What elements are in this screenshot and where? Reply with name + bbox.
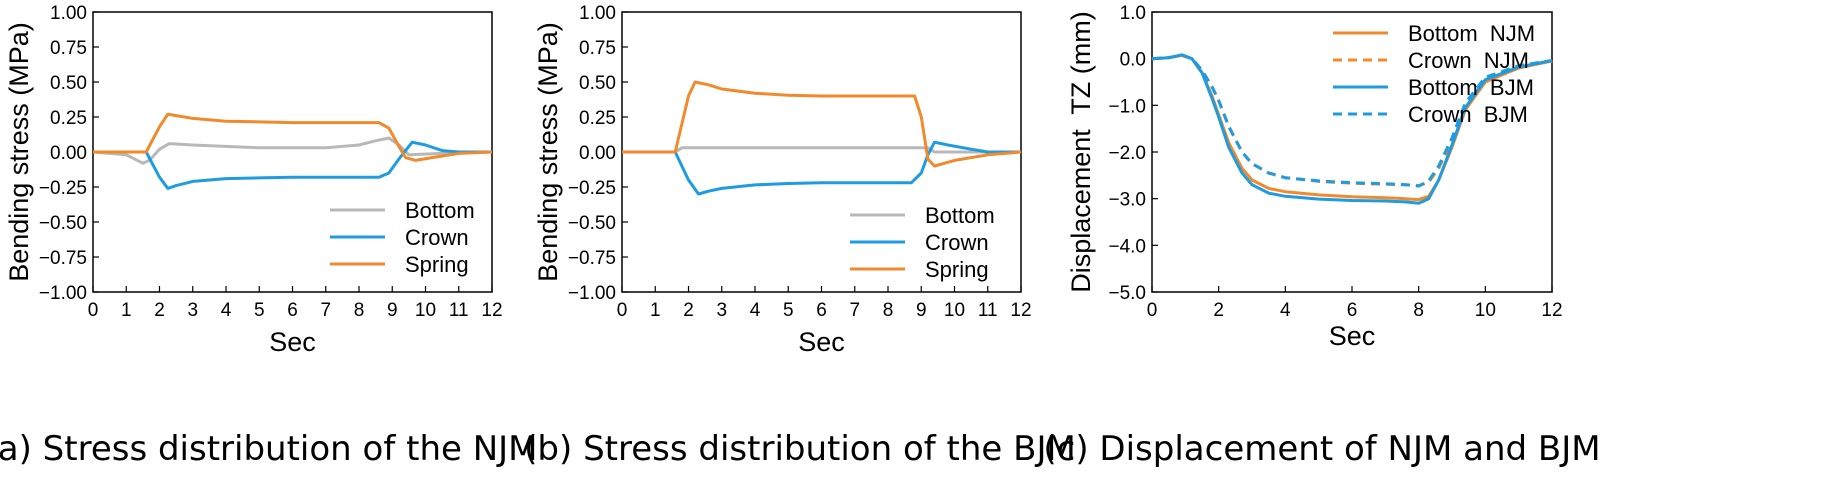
series-line-1	[622, 140, 1021, 196]
y-tick-label: 0.50	[579, 73, 616, 94]
legend-label: Crown	[405, 225, 469, 250]
legend-label: Crown BJM	[1408, 102, 1528, 127]
y-tick-label: 0.00	[579, 143, 616, 164]
x-tick-label: 11	[978, 300, 998, 321]
x-tick-label: 8	[883, 300, 894, 321]
x-tick-label: 12	[1541, 300, 1562, 321]
x-tick-label: 2	[683, 300, 694, 321]
y-axis-label: Displacement TZ (mm)	[1066, 11, 1096, 293]
x-tick-label: 9	[916, 300, 927, 321]
legend-label: Spring	[405, 252, 469, 277]
x-tick-label: 4	[221, 300, 232, 321]
x-tick-label: 8	[354, 300, 365, 321]
figure-caption: (a) Stress distribution of the NJM	[0, 429, 538, 469]
y-tick-label: −3.0	[1108, 190, 1146, 211]
y-tick-label: −0.50	[39, 213, 87, 234]
series-line-2	[93, 112, 493, 162]
x-tick-label: 4	[750, 300, 761, 321]
x-tick-label: 12	[1010, 300, 1031, 321]
x-tick-label: 0	[617, 300, 628, 321]
y-tick-label: 0.25	[50, 108, 87, 129]
series-line-0	[92, 136, 493, 165]
y-tick-label: 0.00	[50, 143, 87, 164]
y-tick-label: −0.50	[568, 213, 616, 234]
figure-caption: (b) Stress distribution of the BJM	[524, 429, 1076, 469]
x-tick-label: 10	[415, 300, 436, 321]
x-tick-label: 5	[783, 300, 794, 321]
legend-label: Crown	[925, 230, 989, 255]
x-tick-label: 4	[1280, 300, 1291, 321]
x-tick-label: 11	[449, 300, 469, 321]
y-tick-label: −0.25	[568, 178, 616, 199]
y-tick-label: −2.0	[1108, 143, 1146, 164]
chart-c: 0 2 4 6 8 10 12 1.0 0.0 −1.0 −2.0 −3.0 −4.0 −5.0 Botto…	[1043, 3, 1600, 469]
legend-label: Crown NJM	[1408, 48, 1529, 73]
x-tick-label: 10	[944, 300, 965, 321]
x-tick-label: 9	[387, 300, 398, 321]
y-tick-label: −1.0	[1108, 96, 1146, 117]
series-line-1	[93, 140, 492, 190]
x-tick-label: 8	[1413, 300, 1424, 321]
y-axis-label: Bending stress (MPa)	[533, 22, 563, 282]
legend-label: Bottom	[925, 203, 995, 228]
y-tick-label: 1.00	[50, 3, 87, 24]
x-tick-label: 7	[320, 300, 331, 321]
y-tick-label: 0.0	[1120, 50, 1146, 71]
y-tick-label: 0.50	[50, 73, 87, 94]
x-tick-label: 0	[88, 300, 99, 321]
y-axis-label: Bending stress (MPa)	[4, 22, 34, 282]
x-tick-label: 2	[1213, 300, 1224, 321]
plot-frame	[92, 11, 493, 293]
legend-label: Bottom BJM	[1408, 75, 1534, 100]
x-tick-label: 6	[287, 300, 298, 321]
y-tick-label: −1.00	[39, 283, 87, 304]
y-tick-label: −4.0	[1108, 236, 1146, 257]
y-tick-label: −0.75	[39, 248, 87, 269]
legend-label: Bottom	[405, 198, 475, 223]
x-axis-label: Sec	[269, 327, 316, 357]
chart-a: 0 1 2 3 4 5 6 7 8 9 10 11 121.000.750.500.250.00−0.2…	[0, 3, 538, 469]
x-tick-label: 7	[849, 300, 860, 321]
x-tick-label: 3	[187, 300, 198, 321]
y-tick-label: −0.75	[568, 248, 616, 269]
series-line-2	[622, 80, 1022, 168]
y-tick-label: 0.25	[579, 108, 616, 129]
x-axis-label: Sec	[798, 327, 845, 357]
y-tick-label: −5.0	[1108, 283, 1146, 304]
legend-label: Spring	[925, 257, 989, 282]
x-tick-label: 0	[1147, 300, 1158, 321]
figure-caption: (c) Displacement of NJM and BJM	[1043, 429, 1600, 469]
x-tick-label: 1	[121, 300, 132, 321]
x-tick-label: 3	[716, 300, 727, 321]
x-tick-label: 5	[254, 300, 265, 321]
x-axis-label: Sec	[1329, 321, 1376, 351]
x-tick-label: 6	[1347, 300, 1358, 321]
x-tick-label: 2	[154, 300, 165, 321]
x-tick-label: 6	[816, 300, 827, 321]
y-tick-label: −1.00	[568, 283, 616, 304]
y-tick-label: 1.00	[579, 3, 616, 24]
legend-label: Bottom NJM	[1408, 21, 1535, 46]
y-tick-label: 0.75	[50, 38, 87, 59]
x-tick-label: 10	[1475, 300, 1496, 321]
x-tick-label: 12	[481, 300, 502, 321]
series-line-2	[1151, 53, 1553, 205]
chart-b: 0 1 2 3 4 5 6 7 8 9 10 11 121.000.750.500.250.00−0.2…	[524, 3, 1076, 469]
series-line-3	[1151, 53, 1553, 188]
y-tick-label: 1.0	[1120, 3, 1146, 24]
x-tick-label: 1	[650, 300, 661, 321]
y-tick-label: 0.75	[579, 38, 616, 59]
y-tick-label: −0.25	[39, 178, 87, 199]
